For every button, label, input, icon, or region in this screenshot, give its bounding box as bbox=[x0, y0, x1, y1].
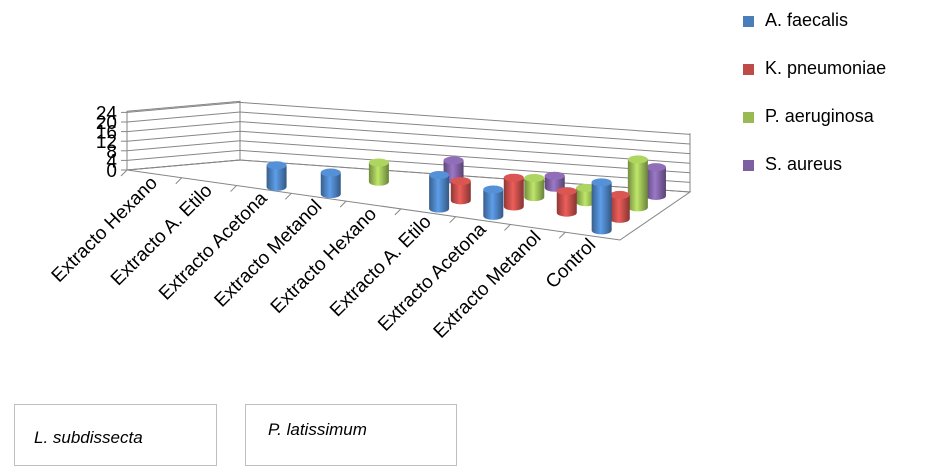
x-tick bbox=[339, 200, 347, 208]
bar bbox=[320, 168, 341, 199]
gridline bbox=[126, 149, 691, 183]
bar bbox=[544, 171, 565, 192]
x-tick-label: Extracto Acetona bbox=[374, 219, 491, 336]
bar bbox=[503, 173, 524, 211]
x-tick-label: Control bbox=[542, 235, 600, 293]
y-tick-label: 8 bbox=[106, 142, 117, 163]
x-tick bbox=[504, 224, 511, 231]
bar bbox=[368, 158, 389, 186]
x-tick-label: Extracto Metanol bbox=[430, 227, 546, 343]
gridline bbox=[126, 111, 691, 145]
gridline bbox=[126, 101, 691, 135]
x-tick bbox=[449, 216, 457, 224]
y-tick-label: 0 bbox=[106, 161, 117, 182]
grid-lines bbox=[120, 100, 692, 241]
y-tick-label: 20 bbox=[96, 113, 117, 134]
x-tick-label: Extracto Metanol bbox=[211, 196, 327, 312]
bar bbox=[266, 161, 287, 191]
group-label-box-1: L. subdissecta bbox=[14, 404, 217, 466]
legend-label: S. aureus bbox=[765, 154, 843, 174]
bar bbox=[429, 171, 450, 213]
legend-item: P. aeruginosa bbox=[743, 104, 928, 152]
x-tick bbox=[558, 231, 566, 239]
bar bbox=[645, 163, 666, 200]
side-wall bbox=[126, 100, 241, 171]
legend: A. faecalis K. pneumoniae P. aeruginosa … bbox=[743, 8, 928, 200]
x-tick-label: Extracto Hexano bbox=[48, 173, 162, 287]
bar bbox=[450, 177, 471, 205]
bar bbox=[609, 190, 630, 223]
gridline bbox=[126, 121, 691, 155]
legend-label: P. aeruginosa bbox=[765, 106, 874, 126]
group-label-1: L. subdissecta bbox=[34, 428, 143, 447]
legend-label: A. faecalis bbox=[765, 10, 849, 30]
bar bbox=[556, 187, 577, 217]
legend-swatch bbox=[743, 160, 754, 171]
group-label-box-2: P. latissimum bbox=[245, 404, 457, 466]
legend-item: K. pneumoniae bbox=[743, 56, 928, 104]
x-tick-label: Extracto Acetona bbox=[155, 188, 272, 305]
legend-item: A. faecalis bbox=[743, 8, 928, 56]
y-tick-label: 4 bbox=[106, 151, 117, 172]
x-tick bbox=[175, 177, 183, 185]
legend-item: S. aureus bbox=[743, 152, 928, 200]
legend-swatch bbox=[743, 64, 754, 75]
gridline bbox=[126, 140, 691, 174]
bar bbox=[591, 178, 612, 235]
x-tick bbox=[120, 169, 128, 177]
y-tick-label: 24 bbox=[96, 103, 118, 124]
legend-label: K. pneumoniae bbox=[765, 58, 887, 78]
gridline bbox=[126, 130, 691, 164]
bar bbox=[483, 185, 504, 220]
x-tick bbox=[230, 185, 237, 192]
bar bbox=[627, 155, 648, 212]
bar bbox=[524, 173, 545, 202]
x-tick bbox=[284, 192, 292, 200]
y-tick-label: 16 bbox=[96, 123, 117, 144]
y-tick-label: 12 bbox=[96, 132, 117, 153]
legend-swatch bbox=[743, 16, 754, 27]
bars bbox=[266, 155, 666, 235]
bar bbox=[576, 183, 597, 207]
group-label-2: P. latissimum bbox=[268, 420, 367, 439]
legend-swatch bbox=[743, 112, 754, 123]
x-tick bbox=[394, 208, 402, 216]
x-tick-label: Extracto Hexano bbox=[267, 204, 381, 318]
